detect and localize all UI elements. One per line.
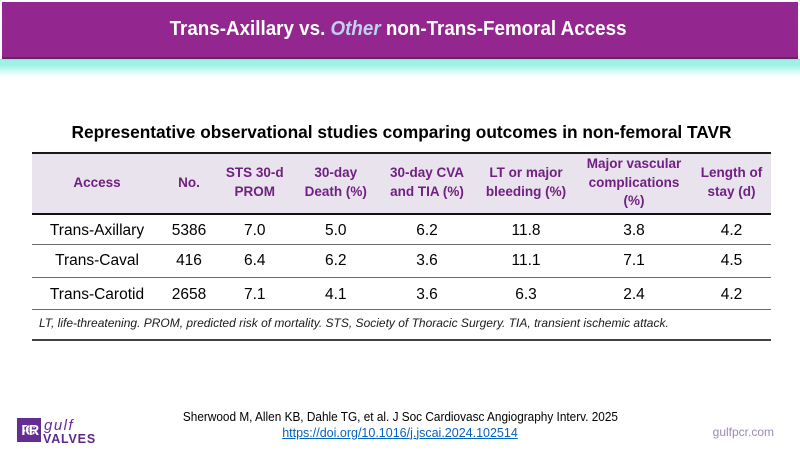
svg-text:R: R xyxy=(29,423,40,439)
svg-text:P: P xyxy=(21,423,31,439)
svg-text:C: C xyxy=(25,423,36,439)
